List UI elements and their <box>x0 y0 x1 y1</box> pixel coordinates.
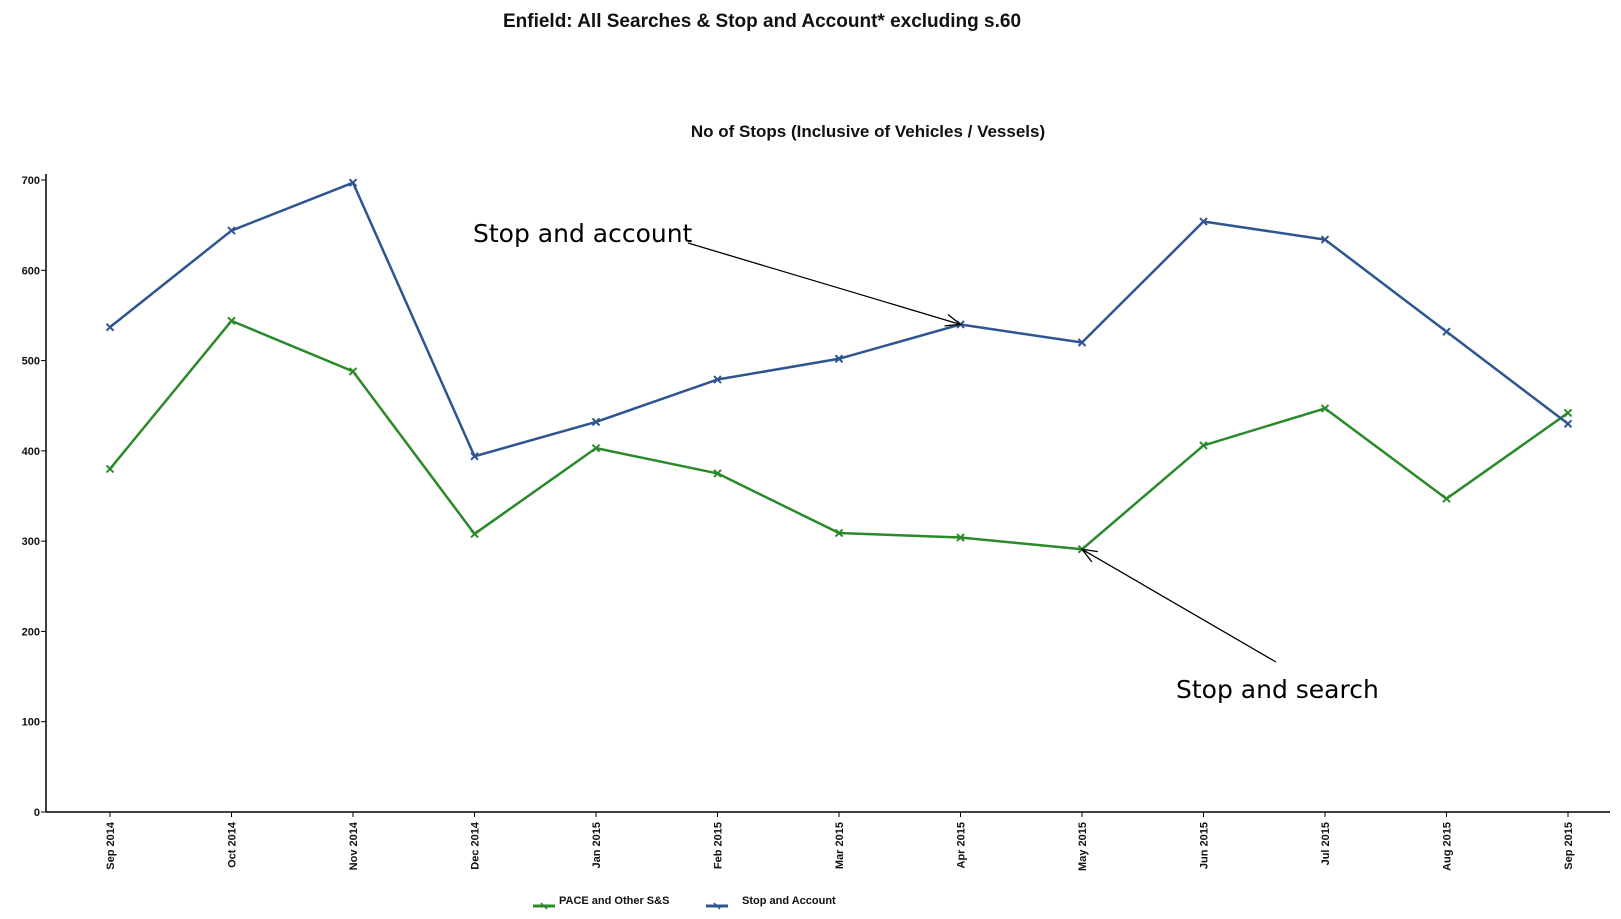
data-point <box>1563 419 1573 428</box>
data-point <box>713 375 722 384</box>
y-tick-label: 600 <box>22 265 40 277</box>
marker-stroke <box>834 354 844 363</box>
x-tick-label: Oct 2014 <box>227 821 239 868</box>
marker-stroke <box>470 529 479 539</box>
data-point <box>470 452 479 461</box>
marker-stroke <box>1199 441 1208 450</box>
legend-item: PACE and Other S&S <box>533 895 669 910</box>
x-tick-label: Jan 2015 <box>591 822 603 868</box>
x-tick-label: Dec 2014 <box>470 821 482 870</box>
legend-label: PACE and Other S&S <box>559 895 669 907</box>
data-point <box>1563 408 1573 418</box>
marker-stroke <box>348 178 358 187</box>
x-tick-label: Jun 2015 <box>1199 822 1211 869</box>
chart-subtitle: No of Stops (Inclusive of Vehicles / Ves… <box>691 122 1045 141</box>
chart-title: Enfield: All Searches & Stop and Account… <box>503 11 1021 32</box>
annotations: Stop and account Stop and search <box>473 219 1379 704</box>
y-tick-label: 700 <box>22 175 40 187</box>
legend-item: Stop and Account <box>706 895 836 910</box>
marker-stroke <box>1442 327 1451 336</box>
data-point <box>591 417 601 427</box>
marker-stroke <box>227 226 236 235</box>
x-tick-label: Nov 2014 <box>348 821 360 870</box>
legend-marker <box>540 902 548 910</box>
marker-stroke <box>1199 217 1208 226</box>
y-tick-label: 100 <box>22 717 40 729</box>
marker-stroke <box>591 417 601 427</box>
marker-stroke <box>713 375 722 384</box>
data-point <box>956 533 965 542</box>
annotation-arrowhead <box>944 314 963 327</box>
marker-stroke <box>1563 408 1573 418</box>
y-tick-label: 500 <box>22 356 40 368</box>
marker-stroke <box>1320 235 1330 244</box>
x-tick-label: Jul 2015 <box>1320 822 1332 865</box>
legend: PACE and Other S&S Stop and Account <box>533 895 836 910</box>
data-point <box>834 354 844 363</box>
data-point <box>834 528 844 538</box>
marker-stroke <box>470 452 479 461</box>
data-point <box>348 178 358 187</box>
series-line-0 <box>109 319 1569 551</box>
marker-stroke <box>834 528 844 538</box>
data-point <box>591 443 601 453</box>
annotation-arrowhead <box>1080 548 1098 563</box>
annotation-label: Stop and account <box>473 219 693 248</box>
annotation-label: Stop and search <box>1176 675 1379 704</box>
annotation-arrow-line <box>1081 548 1277 663</box>
data-point <box>1199 217 1208 226</box>
annotation-arrow-line <box>687 242 961 326</box>
x-tick-label: Sep 2014 <box>105 821 117 870</box>
data-point <box>105 464 115 474</box>
data-point <box>1442 327 1451 336</box>
data-point <box>1320 404 1330 413</box>
marker-stroke <box>713 469 722 478</box>
marker-stroke <box>1442 494 1451 503</box>
x-tick-label: Mar 2015 <box>834 822 846 869</box>
marker-stroke <box>227 316 236 326</box>
x-tick-label: Feb 2015 <box>713 822 725 869</box>
marker-stroke <box>1320 404 1330 413</box>
marker-stroke <box>591 443 601 453</box>
y-tick-label: 200 <box>22 626 40 638</box>
data-point <box>227 316 236 326</box>
legend-label: Stop and Account <box>742 895 836 907</box>
series-line-1 <box>109 181 1569 458</box>
data-point <box>470 529 479 539</box>
data-point <box>1199 441 1208 450</box>
marker-stroke <box>348 367 358 376</box>
data-point <box>1320 235 1330 244</box>
marker-stroke <box>1077 338 1087 347</box>
x-tick-label: May 2015 <box>1077 822 1089 871</box>
y-tick-label: 0 <box>34 807 40 819</box>
marker-stroke <box>105 322 115 332</box>
data-point <box>227 226 236 235</box>
axes: 0 100 200 300 400 500 600 700 Sep 2014 Oct 2014 No… <box>22 174 1610 871</box>
x-tick-label: Apr 2015 <box>956 822 968 868</box>
x-tick-label: Aug 2015 <box>1442 822 1454 871</box>
x-tick-label: Sep 2015 <box>1563 822 1575 870</box>
marker-stroke <box>1563 419 1573 428</box>
marker-stroke <box>105 464 115 474</box>
data-point <box>348 367 358 376</box>
series-lines <box>105 178 1573 554</box>
data-point <box>1077 338 1087 347</box>
legend-marker <box>713 902 721 910</box>
y-tick-label: 300 <box>22 536 40 548</box>
y-tick-label: 400 <box>22 446 40 458</box>
data-point <box>1442 494 1451 503</box>
marker-stroke <box>956 533 965 542</box>
data-point <box>105 322 115 332</box>
data-point <box>713 469 722 478</box>
